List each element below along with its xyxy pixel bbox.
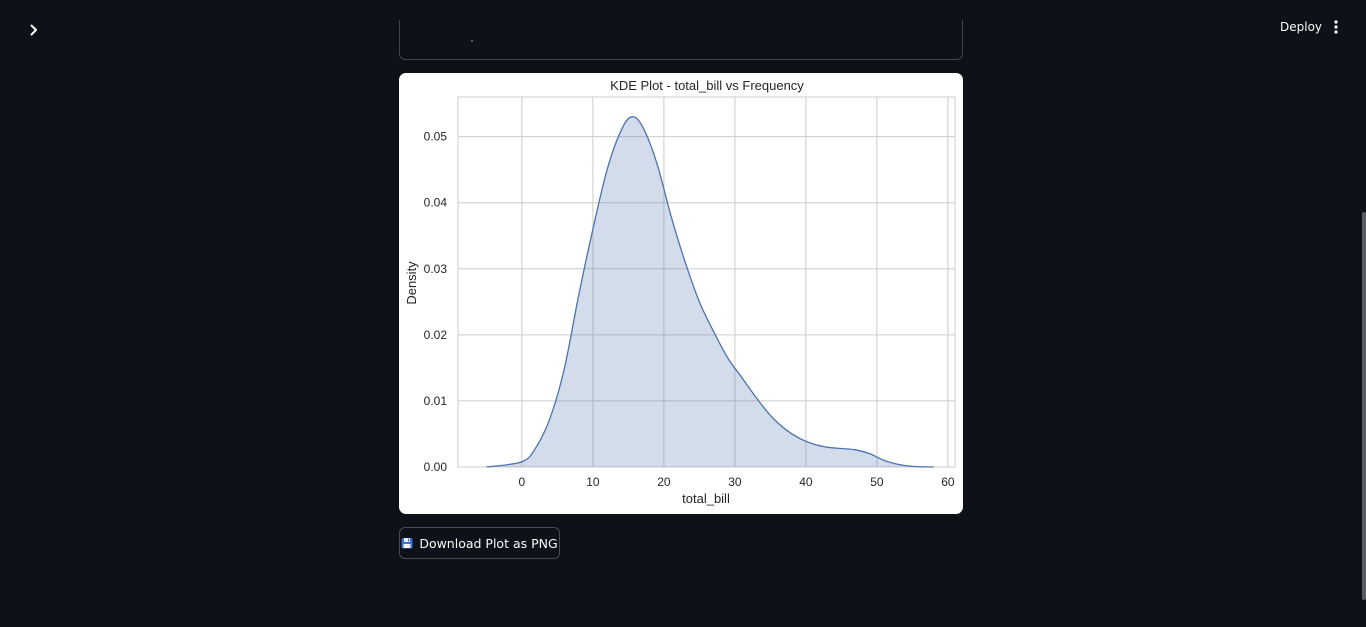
- x-axis-label: total_bill: [682, 491, 730, 506]
- more-vertical-icon: [1334, 20, 1338, 34]
- y-axis-label: Density: [404, 261, 419, 305]
- x-tick-label: 10: [586, 475, 600, 489]
- partial-widget-above: ·: [399, 20, 963, 60]
- x-tick-label: 50: [870, 475, 884, 489]
- save-disk-icon: [401, 538, 413, 549]
- kde-chart: KDE Plot - total_bill vs Frequency 0 10 20…: [404, 78, 956, 506]
- x-tick-label: 30: [728, 475, 742, 489]
- plot-area-frame: [457, 96, 956, 468]
- chart-title: KDE Plot - total_bill vs Frequency: [610, 78, 804, 93]
- plot-image: KDE Plot - total_bill vs Frequency 0 10 20…: [399, 73, 963, 514]
- y-tick-label: 0.00: [424, 460, 448, 474]
- x-tick-label: 0: [519, 475, 526, 489]
- partial-widget-text: ·: [470, 33, 474, 47]
- chevron-right-icon: [30, 24, 37, 36]
- kde-curve-line: [486, 116, 934, 468]
- x-tick-label: 60: [941, 475, 955, 489]
- x-tick-labels: 0 10 20 30 40 50 60: [519, 475, 955, 489]
- grid-lines: [458, 97, 955, 468]
- kde-area-fill: [486, 116, 934, 467]
- y-tick-label: 0.05: [424, 130, 448, 144]
- y-tick-label: 0.02: [424, 328, 448, 342]
- x-tick-label: 40: [799, 475, 813, 489]
- download-plot-button[interactable]: Download Plot as PNG: [399, 527, 560, 559]
- y-tick-label: 0.04: [424, 196, 448, 210]
- deploy-button[interactable]: Deploy: [1272, 14, 1330, 40]
- sidebar-expand-button[interactable]: [22, 18, 46, 42]
- main-menu-button[interactable]: [1326, 15, 1346, 39]
- y-tick-label: 0.03: [424, 262, 448, 276]
- x-tick-label: 20: [657, 475, 671, 489]
- y-tick-label: 0.01: [424, 394, 448, 408]
- deploy-label: Deploy: [1280, 20, 1323, 34]
- page-scrollbar[interactable]: [1362, 212, 1366, 600]
- y-tick-labels: 0.00 0.01 0.02 0.03 0.04 0.05: [424, 130, 448, 474]
- download-button-label: Download Plot as PNG: [419, 535, 558, 551]
